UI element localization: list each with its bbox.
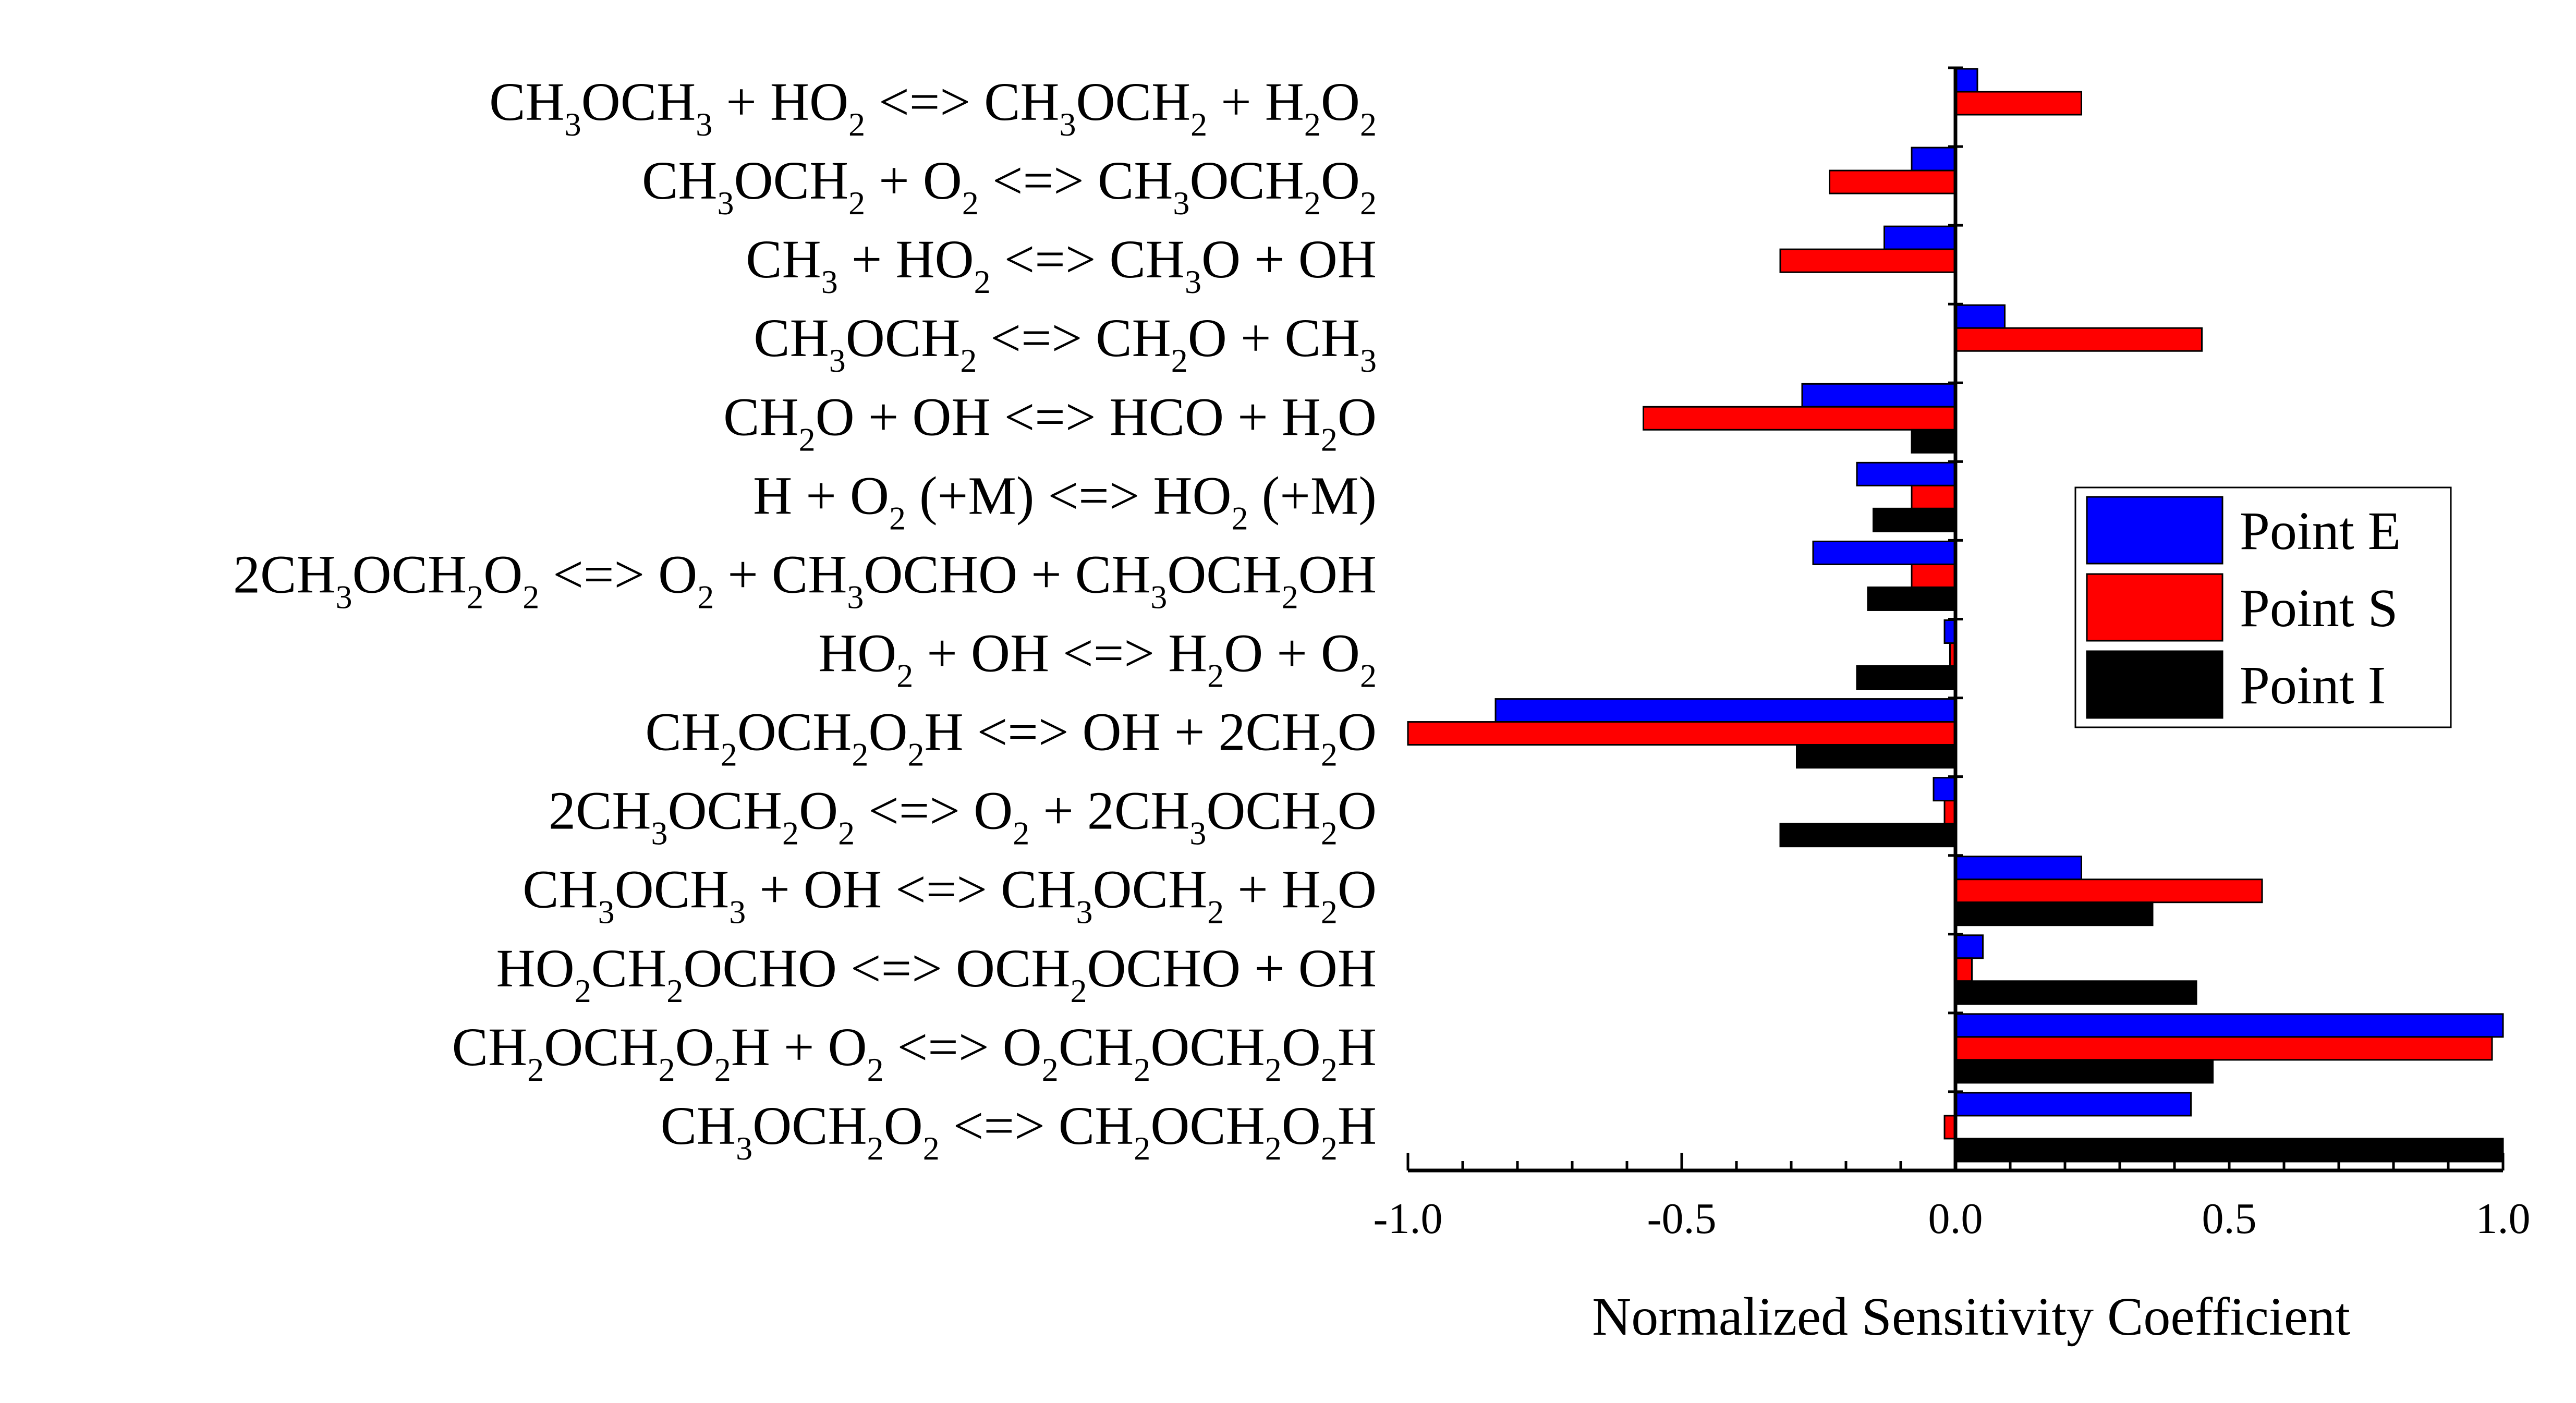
bar-point-s-3 [1954,327,2203,352]
bar-point-e-2 [1884,225,1957,250]
bar-point-s-12 [1954,1036,2493,1061]
bar-point-s-4 [1643,406,1957,431]
legend: Point E Point S Point I [2074,486,2452,728]
bar-point-i-6 [1867,586,1957,611]
reaction-label-7: HO2 + OH <=> H2O + O2 [818,624,1377,694]
bar-point-s-0 [1954,91,2082,116]
axes: -1.0 -0.5 0.0 0.5 1.0 [1374,66,2531,1243]
bar-point-i-13 [1954,1138,2504,1163]
bar-point-i-4 [1911,429,1957,454]
bar-point-s-2 [1779,248,1957,273]
bar-point-i-11 [1954,980,2197,1005]
bar-point-i-8 [1796,744,1957,769]
x-axis-title: Normalized Sensitivity Coefficient [1592,1287,2350,1347]
reaction-label-10: CH3OCH3 + OH <=> CH3OCH2 + H2O [523,860,1377,931]
bar-point-e-0 [1954,68,1978,93]
bar-point-s-11 [1954,957,1973,982]
reaction-label-8: CH2OCH2O2H <=> OH + 2CH2O [645,702,1377,773]
reaction-label-12: CH2OCH2O2H + O2 <=> O2CH2OCH2O2H [452,1017,1377,1088]
reaction-labels: CH3OCH3 + HO2 <=> CH3OCH2 + H2O2 CH3OCH2 … [233,72,1377,1167]
reaction-label-13: CH3OCH2O2 <=> CH2OCH2O2H [661,1096,1377,1167]
bars [1407,68,2504,1163]
reaction-label-3: CH3OCH2 <=> CH2O + CH3 [754,308,1377,379]
legend-label-point-i: Point I [2240,655,2386,715]
bar-point-s-6 [1911,563,1957,588]
bar-point-e-6 [1812,540,1957,565]
reaction-label-4: CH2O + OH <=> HCO + H2O [723,387,1377,458]
bar-point-s-1 [1829,169,1957,194]
bar-point-e-4 [1801,383,1957,408]
reaction-label-5: H + O2 (+M) <=> HO2 (+M) [753,466,1377,536]
x-tick-label: 0.5 [2202,1194,2257,1243]
bar-point-s-10 [1954,879,2263,904]
x-tick-label: -1.0 [1374,1194,1443,1243]
x-tick-label: 0.0 [1928,1194,1983,1243]
reaction-label-11: HO2CH2OCHO <=> OCH2OCHO + OH [496,938,1377,1009]
bar-point-s-8 [1407,721,1957,746]
bar-point-i-9 [1779,823,1957,848]
bar-point-e-10 [1954,856,2082,881]
bar-point-e-11 [1954,934,1984,959]
reaction-label-6: 2CH3OCH2O2 <=> O2 + CH3OCHO + CH3OCH2OH [233,544,1377,615]
reaction-label-2: CH3 + HO2 <=> CH3O + OH [746,229,1377,300]
bar-point-e-12 [1954,1013,2504,1038]
legend-label-point-e: Point E [2240,501,2401,561]
legend-swatch-point-s [2086,573,2223,642]
bar-point-e-1 [1911,147,1957,172]
reaction-label-1: CH3OCH2 + O2 <=> CH3OCH2O2 [642,151,1377,222]
legend-swatch-point-i [2086,650,2223,719]
bar-point-s-5 [1911,484,1957,509]
x-tick-label: 1.0 [2476,1194,2531,1243]
reaction-label-0: CH3OCH3 + HO2 <=> CH3OCH2 + H2O2 [489,72,1377,143]
bar-point-i-5 [1873,507,1957,532]
legend-label-point-s: Point S [2240,578,2398,638]
bar-point-i-7 [1856,665,1957,690]
x-tick-label: -0.5 [1647,1194,1717,1243]
bar-point-e-5 [1856,461,1957,486]
bar-point-e-9 [1933,777,1957,802]
bar-point-e-8 [1494,698,1957,723]
bar-point-i-10 [1954,901,2154,926]
bar-point-e-3 [1954,304,2006,329]
bar-point-e-13 [1954,1092,2192,1117]
legend-swatch-point-e [2086,496,2223,565]
bar-point-i-12 [1954,1059,2214,1084]
reaction-label-9: 2CH3OCH2O2 <=> O2 + 2CH3OCH2O [549,781,1377,852]
